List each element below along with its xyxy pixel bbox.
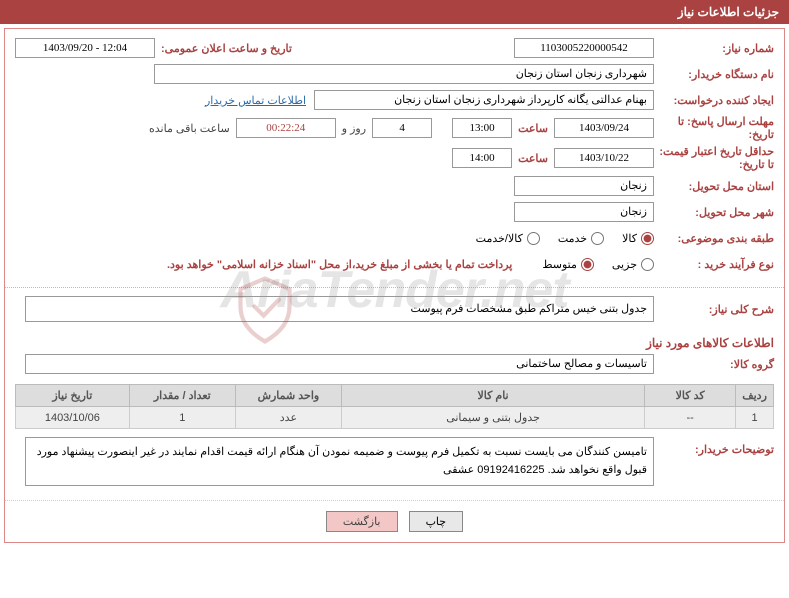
validity-date: 1403/10/22 xyxy=(554,148,654,168)
table-cell: 1 xyxy=(736,407,774,429)
requester-label: ایجاد کننده درخواست: xyxy=(654,94,774,107)
deadline-label: مهلت ارسال پاسخ: تا تاریخ: xyxy=(654,115,774,141)
hour-label-1: ساعت xyxy=(512,122,554,135)
delivery-province-value: زنجان xyxy=(514,176,654,196)
category-radio-group: کالا خدمت کالا/خدمت xyxy=(476,232,654,245)
group-label: گروه کالا: xyxy=(654,358,774,371)
radio-label: جزیی xyxy=(612,258,637,271)
announce-value: 12:04 - 1403/09/20 xyxy=(15,38,155,58)
buyer-org-value: شهرداری زنجان استان زنجان xyxy=(154,64,654,84)
buyer-desc-text: تامیسن کنندگان می بایست نسبت به تکمیل فر… xyxy=(25,437,654,486)
radio-label: متوسط xyxy=(542,258,577,271)
items-section-title: اطلاعات کالاهای مورد نیاز xyxy=(5,330,784,352)
table-cell: 1 xyxy=(129,407,235,429)
process-radio-input[interactable] xyxy=(581,258,594,271)
table-header: نام کالا xyxy=(341,385,644,407)
table-row: 1--جدول بتنی و سیمانیعدد11403/10/06 xyxy=(16,407,774,429)
process-label: نوع فرآیند خرید : xyxy=(654,258,774,271)
delivery-city-value: زنجان xyxy=(514,202,654,222)
deadline-date: 1403/09/24 xyxy=(554,118,654,138)
payment-note: پرداخت تمام یا بخشی از مبلغ خرید،از محل … xyxy=(167,258,512,271)
table-cell: عدد xyxy=(235,407,341,429)
print-button[interactable]: چاپ xyxy=(409,511,464,532)
back-button[interactable]: بازگشت xyxy=(326,511,398,532)
button-bar: چاپ بازگشت xyxy=(5,500,784,542)
radio-label: کالا xyxy=(622,232,637,245)
requester-value: بهنام عدالتی یگانه کارپرداز شهرداری زنجا… xyxy=(314,90,654,110)
category-radio-input[interactable] xyxy=(591,232,604,245)
category-label: طبقه بندی موضوعی: xyxy=(654,232,774,245)
validity-label: حداقل تاریخ اعتبار قیمت: تا تاریخ: xyxy=(654,145,774,171)
table-header: واحد شمارش xyxy=(235,385,341,407)
table-header: تعداد / مقدار xyxy=(129,385,235,407)
category-radio-0[interactable]: کالا xyxy=(622,232,654,245)
table-header: تاریخ نیاز xyxy=(16,385,130,407)
table-cell: -- xyxy=(645,407,736,429)
validity-time: 14:00 xyxy=(452,148,512,168)
page-title: جزئیات اطلاعات نیاز xyxy=(0,0,789,24)
countdown-timer: 00:22:24 xyxy=(236,118,336,138)
table-header: کد کالا xyxy=(645,385,736,407)
items-table: ردیفکد کالانام کالاواحد شمارشتعداد / مقد… xyxy=(15,384,774,429)
form-container: شماره نیاز: 1103005220000542 تاریخ و ساع… xyxy=(4,28,785,543)
divider xyxy=(5,287,784,288)
announce-label: تاریخ و ساعت اعلان عمومی: xyxy=(155,42,298,55)
radio-label: کالا/خدمت xyxy=(476,232,523,245)
category-radio-1[interactable]: خدمت xyxy=(558,232,604,245)
buyer-contact-link[interactable]: اطلاعات تماس خریدار xyxy=(205,94,306,107)
radio-label: خدمت xyxy=(558,232,587,245)
days-remaining: 4 xyxy=(372,118,432,138)
delivery-city-label: شهر محل تحویل: xyxy=(654,206,774,219)
need-no-value: 1103005220000542 xyxy=(514,38,654,58)
process-radio-group: جزیی متوسط xyxy=(542,258,654,271)
need-no-label: شماره نیاز: xyxy=(654,42,774,55)
hour-label-2: ساعت xyxy=(512,152,554,165)
process-radio-input[interactable] xyxy=(641,258,654,271)
summary-text: جدول بتنی خیس متراکم طبق مشخصات فرم پیوس… xyxy=(25,296,654,322)
remaining-label: ساعت باقی مانده xyxy=(143,122,236,135)
buyer-desc-label: توضیحات خریدار: xyxy=(654,437,774,456)
table-cell: جدول بتنی و سیمانی xyxy=(341,407,644,429)
category-radio-2[interactable]: کالا/خدمت xyxy=(476,232,540,245)
process-radio-0[interactable]: جزیی xyxy=(612,258,654,271)
table-cell: 1403/10/06 xyxy=(16,407,130,429)
delivery-province-label: استان محل تحویل: xyxy=(654,180,774,193)
category-radio-input[interactable] xyxy=(527,232,540,245)
buyer-org-label: نام دستگاه خریدار: xyxy=(654,68,774,81)
summary-label: شرح کلی نیاز: xyxy=(654,303,774,316)
deadline-time: 13:00 xyxy=(452,118,512,138)
days-label: روز و xyxy=(336,122,372,135)
category-radio-input[interactable] xyxy=(641,232,654,245)
group-value: تاسیسات و مصالح ساختمانی xyxy=(25,354,654,374)
process-radio-1[interactable]: متوسط xyxy=(542,258,594,271)
table-header: ردیف xyxy=(736,385,774,407)
